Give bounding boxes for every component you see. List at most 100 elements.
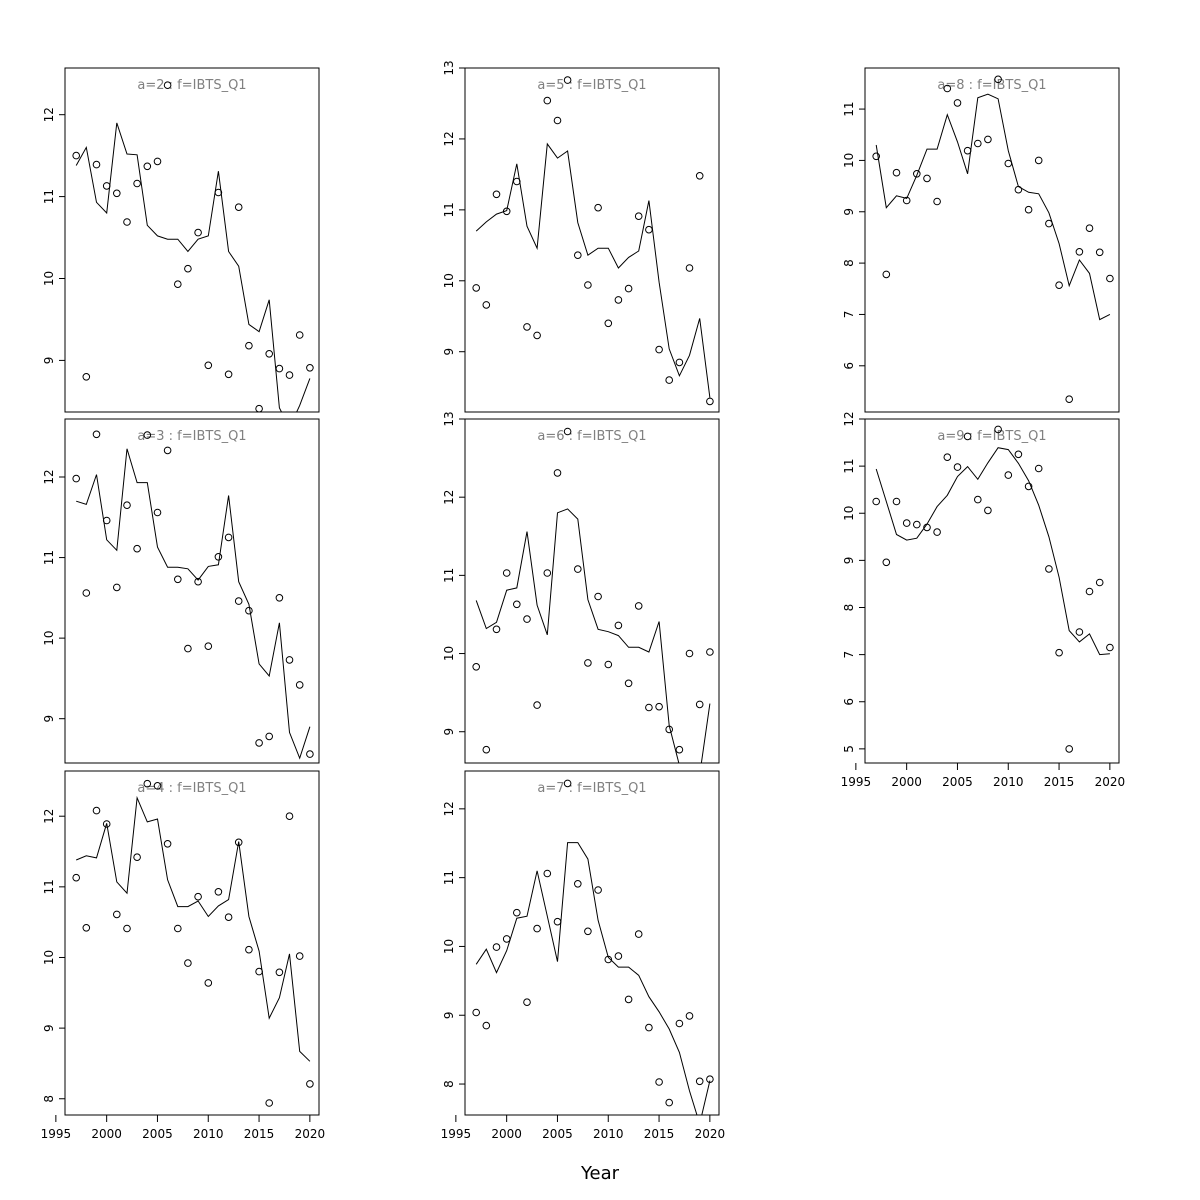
data-point — [933, 528, 941, 536]
data-point — [1045, 565, 1053, 573]
data-point — [675, 358, 684, 367]
data-point — [594, 592, 602, 601]
data-point — [1106, 643, 1114, 652]
data-point — [974, 495, 982, 504]
data-point — [92, 806, 101, 815]
data-point — [92, 160, 101, 169]
data-point — [574, 565, 582, 573]
x-tick-label: 1995 — [441, 1127, 472, 1141]
data-point — [563, 76, 572, 84]
data-point — [306, 1080, 314, 1088]
panel-title: a=8 : f=IBTS_Q1 — [937, 78, 1046, 93]
panel: a=5 : f=IBTS_Q1 9 10 11 12 13 — [442, 60, 720, 413]
y-tick-label: 10 — [42, 630, 56, 645]
y-tick-label: 9 — [842, 557, 856, 565]
x-tick-label: 2020 — [1095, 775, 1126, 789]
data-point — [943, 84, 952, 93]
panel-title: a=4 : f=IBTS_Q1 — [137, 781, 246, 796]
data-point — [224, 913, 233, 922]
y-tick-label: 10 — [842, 506, 856, 521]
data-point — [645, 1023, 653, 1032]
panels: a=2 : f=IBTS_Q1 9 10 11 12 a=3 : f=IBTS_Q1 9 10… — [41, 60, 1126, 1141]
y-tick-label: 12 — [42, 107, 56, 122]
y-tick-label: 9 — [442, 1011, 456, 1019]
data-point — [645, 703, 653, 712]
panel-frame — [464, 418, 720, 764]
data-point — [655, 1078, 663, 1086]
data-point — [882, 270, 891, 279]
data-point — [133, 853, 141, 862]
data-point — [214, 553, 223, 561]
data-point — [685, 649, 694, 658]
data-point — [645, 225, 653, 234]
panel-frame — [64, 67, 320, 413]
data-point — [234, 597, 243, 605]
data-point — [113, 583, 121, 592]
panel: a=2 : f=IBTS_Q1 9 10 11 12 — [42, 67, 320, 413]
data-point — [665, 376, 674, 384]
x-tick-label: 2000 — [491, 1127, 522, 1141]
data-point — [82, 924, 91, 932]
data-point — [513, 177, 521, 186]
data-point — [265, 350, 274, 358]
data-point — [1014, 185, 1023, 194]
data-point — [1095, 248, 1104, 257]
data-point — [923, 523, 931, 532]
data-point — [1075, 628, 1084, 636]
panel: a=9 : f=IBTS_Q1 5 6 7 8 9 10 11 12 1995 2000 2005 20… — [841, 411, 1126, 789]
y-tick-label: 6 — [842, 698, 856, 706]
data-point — [1024, 482, 1033, 491]
data-point — [574, 251, 582, 259]
data-point — [1095, 578, 1104, 587]
panel-title: a=3 : f=IBTS_Q1 — [137, 429, 246, 444]
data-point — [265, 1099, 274, 1107]
data-point — [695, 700, 704, 709]
data-point — [892, 168, 901, 177]
panel-title: a=5 : f=IBTS_Q1 — [537, 78, 646, 93]
data-point — [174, 924, 182, 933]
data-point — [1034, 156, 1043, 165]
data-point — [604, 319, 613, 328]
y-tick-label: 11 — [42, 879, 56, 894]
data-point — [285, 371, 294, 379]
data-point — [72, 474, 80, 483]
x-axis-label: Year — [580, 1163, 620, 1184]
data-point — [604, 955, 613, 964]
y-tick-label: 8 — [842, 259, 856, 267]
data-point — [306, 364, 314, 372]
x-tick-label: 2015 — [244, 1127, 275, 1141]
y-tick-label: 9 — [442, 348, 456, 356]
y-tick-label: 10 — [842, 153, 856, 168]
data-point — [72, 873, 80, 882]
x-tick-label: 2020 — [295, 1127, 326, 1141]
data-point — [533, 701, 541, 709]
data-point — [184, 644, 192, 653]
y-tick-label: 11 — [842, 458, 856, 473]
data-point — [472, 1008, 481, 1017]
data-point — [502, 207, 511, 216]
data-point — [913, 520, 921, 529]
data-point — [984, 506, 992, 515]
data-point — [963, 146, 972, 155]
data-point — [153, 508, 162, 517]
y-tick-label: 11 — [442, 568, 456, 583]
data-point — [1014, 450, 1023, 459]
fit-line — [875, 447, 1110, 656]
data-point — [502, 935, 511, 943]
y-tick-label: 5 — [842, 745, 856, 753]
data-point — [245, 341, 253, 350]
data-point — [553, 116, 562, 125]
data-point — [624, 284, 633, 293]
data-point — [133, 544, 141, 553]
data-point — [953, 99, 962, 107]
panel: a=7 : f=IBTS_Q1 8 9 10 11 12 1995 2000 2005 2010 2… — [441, 770, 725, 1141]
data-point — [143, 779, 152, 788]
panel: a=4 : f=IBTS_Q1 8 9 10 11 12 1995 2000 2005 2010 2… — [41, 770, 326, 1141]
data-point — [123, 501, 131, 510]
data-point — [1004, 159, 1013, 168]
fit-line — [475, 508, 711, 763]
data-point — [695, 1077, 704, 1086]
y-tick-label: 12 — [442, 801, 456, 816]
data-point — [194, 228, 202, 237]
